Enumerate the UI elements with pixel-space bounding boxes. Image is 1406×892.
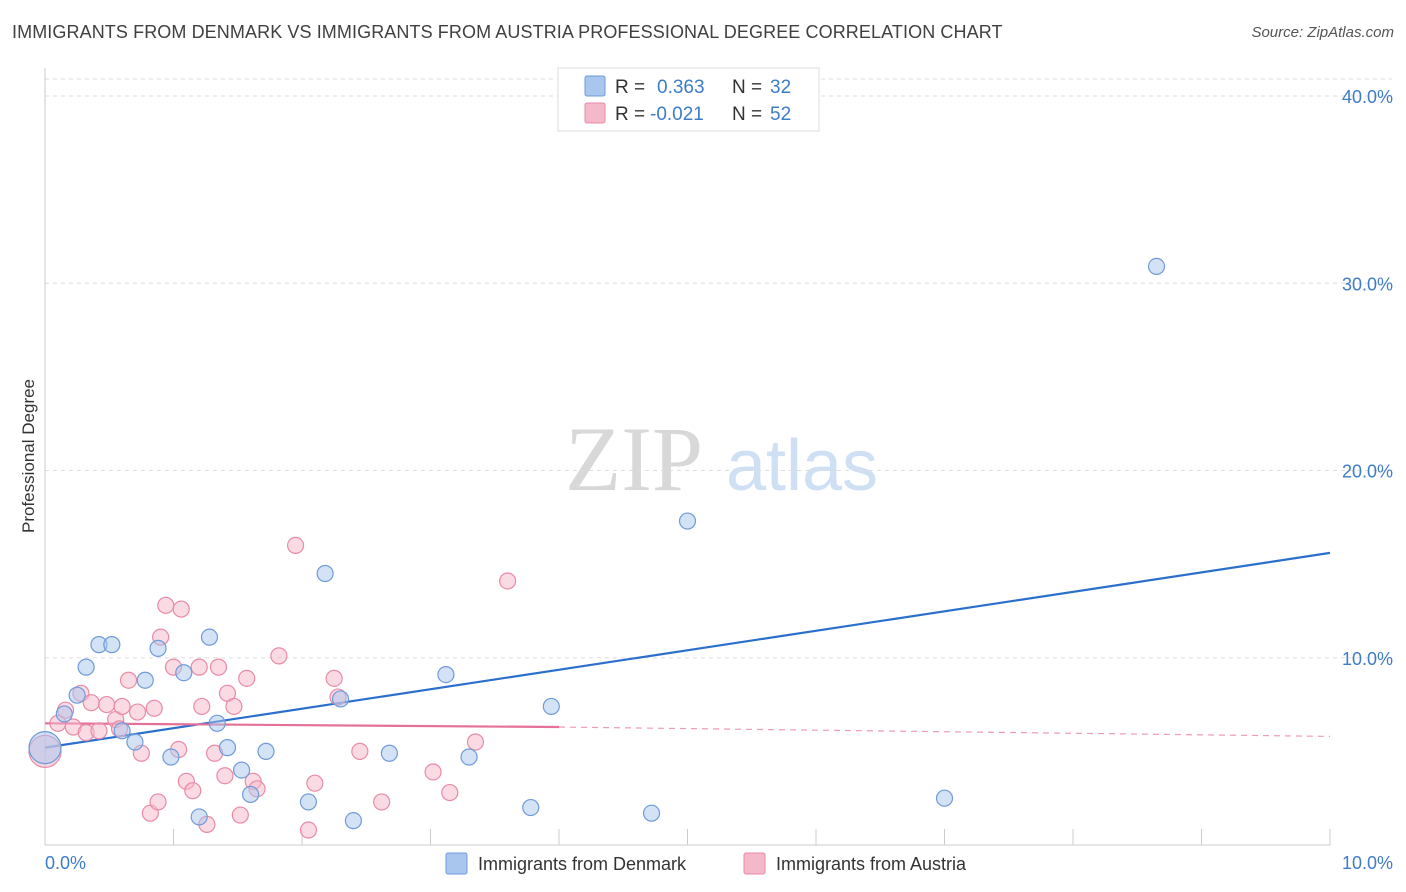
stats-legend: R = 0.363 N = 32 R = -0.021 N = 52 <box>557 67 820 132</box>
point-austria <box>209 658 228 676</box>
trend-lines <box>44 551 1331 749</box>
point-austria <box>270 647 288 665</box>
point-austria <box>193 697 211 716</box>
stats-r-value-austria: -0.021 <box>650 104 704 125</box>
point-denmark <box>233 761 251 779</box>
tick-labels: 10.0% 20.0% 30.0% 40.0% 0.0% 10.0% <box>45 87 1393 873</box>
point-denmark <box>113 722 131 740</box>
y-tick-label: 10.0% <box>1342 649 1393 669</box>
source-credit: Source: ZipAtlas.com <box>1251 24 1394 41</box>
point-denmark <box>678 512 697 530</box>
point-denmark <box>642 804 661 822</box>
point-austria <box>98 695 116 714</box>
chart-title: IMMIGRANTS FROM DENMARK VS IMMIGRANTS FR… <box>12 22 1003 42</box>
watermark-atlas: atlas <box>726 426 878 506</box>
point-denmark <box>299 793 318 811</box>
stats-r-label-denmark: R = <box>615 77 645 98</box>
point-austria <box>216 767 234 785</box>
watermark-zip: ZIP <box>565 408 703 510</box>
point-austria <box>82 694 100 712</box>
trend-line-denmark <box>44 551 1331 749</box>
point-denmark <box>242 785 260 804</box>
y-tick-label: 40.0% <box>1342 87 1393 107</box>
point-denmark <box>136 671 154 689</box>
point-austria <box>238 669 256 687</box>
point-austria <box>299 821 318 839</box>
stats-r-label-austria: R = <box>615 104 645 125</box>
point-denmark <box>55 705 73 723</box>
point-denmark <box>316 564 334 583</box>
legend-swatch-denmark <box>445 852 468 875</box>
point-denmark <box>175 664 193 682</box>
point-denmark <box>344 812 362 830</box>
stats-legend-swatch-denmark <box>584 75 606 97</box>
stats-n-value-denmark: 32 <box>770 77 791 98</box>
stats-n-label-austria: N = <box>732 104 762 125</box>
point-austria <box>225 697 243 716</box>
point-denmark <box>103 636 121 654</box>
point-austria <box>466 733 485 751</box>
watermark: ZIP atlas <box>565 408 878 510</box>
point-denmark <box>77 658 95 676</box>
point-austria <box>306 774 324 792</box>
point-denmark <box>542 697 560 716</box>
y-tick-label: 20.0% <box>1342 462 1393 482</box>
point-denmark <box>522 798 540 817</box>
point-austria <box>172 600 190 618</box>
trend-line-dashed-austria <box>558 726 1331 737</box>
legend-label-austria: Immigrants from Austria <box>776 854 967 874</box>
point-denmark <box>218 739 237 757</box>
point-denmark <box>437 666 455 684</box>
point-denmark <box>190 808 208 826</box>
point-austria <box>424 763 442 781</box>
point-austria <box>351 742 369 760</box>
grid-lines <box>45 78 1392 659</box>
point-austria <box>190 658 208 676</box>
point-denmark <box>331 690 350 708</box>
stats-legend-swatch-austria <box>584 102 606 124</box>
y-axis-label: Professional Degree <box>19 379 38 533</box>
point-austria <box>157 596 175 614</box>
point-denmark <box>380 744 398 762</box>
point-denmark <box>1147 257 1166 275</box>
legend-swatch-austria <box>743 852 766 875</box>
point-austria <box>119 671 138 689</box>
point-denmark <box>126 733 144 751</box>
stats-n-value-austria: 52 <box>770 104 791 125</box>
y-tick-label: 30.0% <box>1342 274 1393 294</box>
point-denmark <box>28 731 62 765</box>
point-austria <box>231 806 249 824</box>
point-austria <box>441 783 459 802</box>
point-austria <box>113 697 131 716</box>
point-denmark <box>149 639 167 657</box>
point-austria <box>145 699 163 717</box>
stats-n-label-denmark: N = <box>732 77 762 98</box>
point-austria <box>90 722 108 740</box>
point-austria <box>373 793 391 811</box>
series-legend: Immigrants from Denmark Immigrants from … <box>445 852 967 875</box>
x-tick-label-min: 0.0% <box>45 853 86 873</box>
point-austria <box>325 669 343 687</box>
trend-line-austria <box>44 722 560 729</box>
point-denmark <box>162 748 180 766</box>
point-denmark <box>460 748 478 766</box>
stats-r-value-denmark: 0.363 <box>657 77 705 98</box>
axes <box>44 68 1331 846</box>
point-austria <box>499 572 517 590</box>
data-points <box>28 257 1166 839</box>
point-denmark <box>200 628 219 646</box>
point-denmark <box>68 686 86 704</box>
point-denmark <box>935 789 954 807</box>
legend-label-denmark: Immigrants from Denmark <box>478 854 687 874</box>
point-denmark <box>208 714 226 732</box>
point-denmark <box>257 742 275 760</box>
point-austria <box>184 782 202 800</box>
point-austria <box>286 536 305 555</box>
point-austria <box>149 793 167 811</box>
x-tick-label-max: 10.0% <box>1342 853 1393 873</box>
point-austria <box>128 703 147 721</box>
